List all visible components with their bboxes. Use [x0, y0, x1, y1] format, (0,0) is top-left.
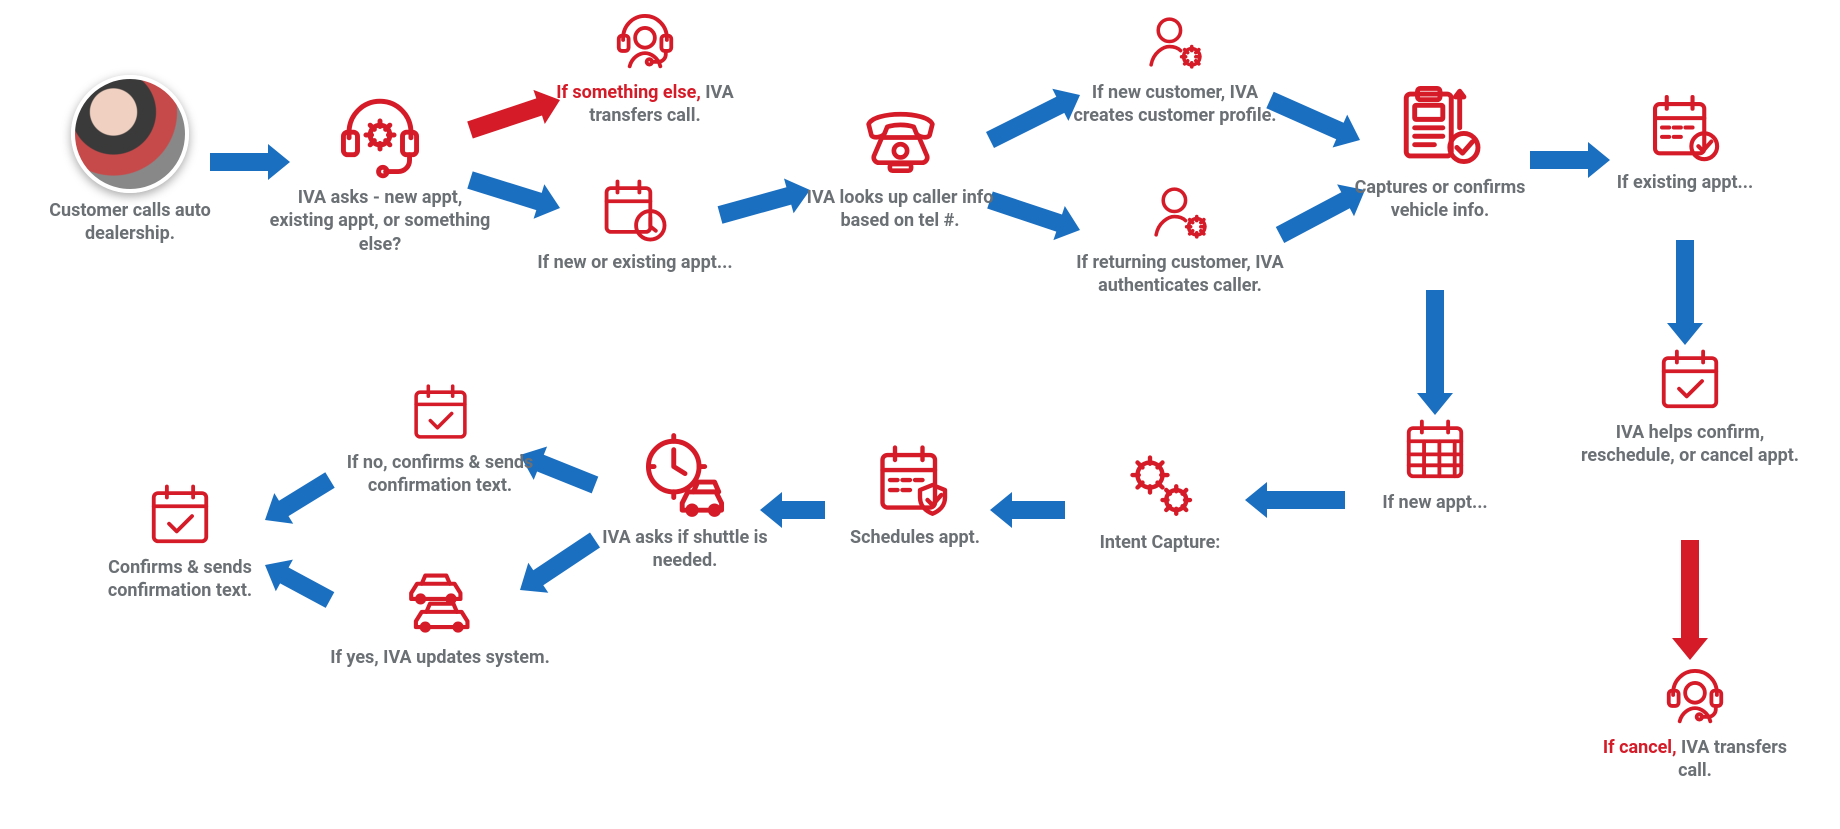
headset-agent-icon — [610, 5, 680, 75]
clock-car-icon — [640, 430, 730, 520]
node-existing-appt: If existing appt... — [1590, 90, 1780, 194]
user-gear-icon — [1148, 180, 1213, 245]
node-label: If returning customer, IVA authenticates… — [1060, 251, 1300, 298]
node-label: Confirms & sends confirmation text. — [65, 556, 295, 603]
node-label: IVA asks if shuttle is needed. — [585, 526, 785, 573]
node-something-else: If something else, IVA transfers call. — [535, 5, 755, 128]
node-new-customer: If new customer, IVA creates customer pr… — [1060, 10, 1290, 128]
clipboard-check-icon — [1395, 80, 1485, 170]
calendar-grid-icon — [1400, 415, 1470, 485]
calendar-check-icon — [1655, 345, 1725, 415]
node-label: If existing appt... — [1590, 171, 1780, 194]
customer-avatar-icon — [71, 75, 189, 193]
arrow-confirm_resched-to-if_cancel — [1672, 540, 1708, 660]
arrow-existing_appt-to-confirm_resched — [1667, 240, 1703, 345]
node-if-yes: If yes, IVA updates system. — [325, 565, 555, 669]
node-schedules: Schedules appt. — [820, 440, 1010, 549]
node-confirm-resched: IVA helps confirm, reschedule, or cancel… — [1575, 345, 1805, 468]
gears-icon — [1120, 445, 1200, 525]
calendar-check-icon — [408, 380, 473, 445]
node-iva-asks: IVA asks - new appt, existing appt, or s… — [265, 90, 495, 256]
node-label: If new or existing appt... — [535, 251, 735, 274]
calendar-check-icon — [145, 480, 215, 550]
node-label: If yes, IVA updates system. — [325, 646, 555, 669]
label-strong: If cancel, — [1603, 737, 1677, 758]
node-label: Captures or confirms vehicle info. — [1340, 176, 1540, 223]
node-label: If new customer, IVA creates customer pr… — [1060, 81, 1290, 128]
calendar-check-big-icon — [1648, 90, 1723, 165]
cars-icon — [403, 565, 478, 640]
node-intent-capture: Intent Capture: — [1060, 445, 1260, 554]
node-label: Schedules appt. — [820, 526, 1010, 549]
arrow-new_appt-to-intent_capture — [1245, 482, 1345, 518]
node-new-or-existing: If new or existing appt... — [535, 175, 735, 274]
label-rest: IVA transfers call. — [1677, 737, 1788, 781]
node-vehicle-info: Captures or confirms vehicle info. — [1340, 80, 1540, 223]
node-label: If new appt... — [1340, 491, 1530, 514]
node-lookup: IVA looks up caller info based on tel #. — [790, 95, 1010, 233]
node-label: If no, confirms & sends confirmation tex… — [325, 451, 555, 498]
node-returning-customer: If returning customer, IVA authenticates… — [1060, 180, 1300, 298]
headset-agent-icon — [1660, 660, 1730, 730]
node-label: Intent Capture: — [1060, 531, 1260, 554]
calendar-clock-icon — [600, 175, 670, 245]
node-label: IVA asks - new appt, existing appt, or s… — [265, 186, 495, 256]
user-gear-icon — [1143, 10, 1208, 75]
node-confirm-send: Confirms & sends confirmation text. — [65, 480, 295, 603]
node-label: If something else, IVA transfers call. — [535, 81, 755, 128]
node-label: If cancel, IVA transfers call. — [1590, 736, 1800, 783]
node-label: IVA helps confirm, reschedule, or cancel… — [1575, 421, 1805, 468]
node-customer: Customer calls auto dealership. — [40, 75, 220, 246]
node-label: Customer calls auto dealership. — [40, 199, 220, 246]
node-new-appt: If new appt... — [1340, 415, 1530, 514]
node-shuttle: IVA asks if shuttle is needed. — [585, 430, 785, 573]
node-if-no: If no, confirms & sends confirmation tex… — [325, 380, 555, 498]
headset-gear-icon — [335, 90, 425, 180]
flowchart-canvas: Customer calls auto dealership. IVA asks… — [0, 0, 1840, 829]
calendar-shield-icon — [875, 440, 955, 520]
node-if-cancel: If cancel, IVA transfers call. — [1590, 660, 1800, 783]
telephone-icon — [858, 95, 943, 180]
arrow-vehicle_info-to-new_appt — [1417, 290, 1453, 415]
label-strong: If something else, — [556, 82, 701, 103]
node-label: IVA looks up caller info based on tel #. — [790, 186, 1010, 233]
